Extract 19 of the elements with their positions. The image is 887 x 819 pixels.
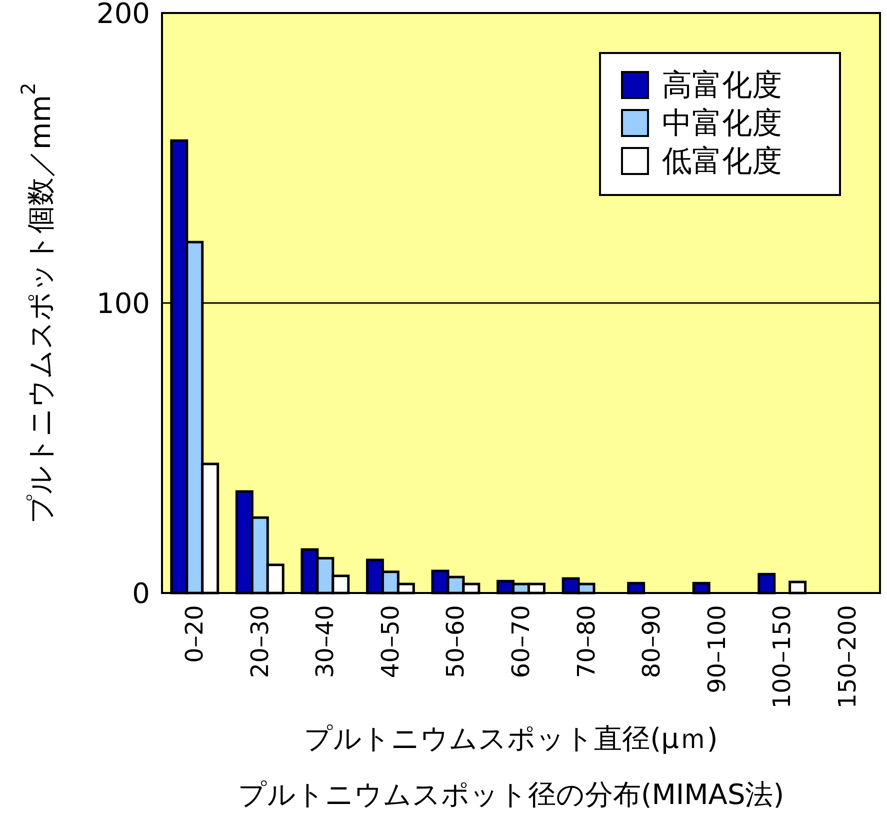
legend-label: 低富化度	[662, 144, 782, 178]
x-tick-label: 40–50	[376, 605, 404, 678]
y-tick-label: 100	[96, 286, 150, 320]
y-tick-label: 200	[96, 0, 150, 30]
x-axis-title: プルトニウムスポット直径(μｍ)	[304, 722, 718, 755]
x-tick-label: 30–40	[311, 605, 340, 678]
x-tick-label: 0–20	[180, 605, 209, 663]
x-tick-label: 20–30	[246, 605, 274, 678]
text: プルトニウムスポット径の分布(MIMAS法)	[238, 778, 784, 811]
x-tick-label: 90–100	[702, 605, 731, 694]
x-tick-label: 100–150	[768, 605, 796, 709]
y-tick-label: 0	[132, 576, 150, 610]
x-tick-label: 60–70	[507, 605, 535, 678]
x-tick-label: 70–80	[572, 605, 600, 678]
legend-label: 高富化度	[662, 68, 782, 102]
x-tick-label: 50–60	[442, 605, 470, 678]
x-tick-label: 150–200	[833, 605, 862, 709]
x-tick-label: 80–90	[638, 605, 666, 678]
legend-label: 中富化度	[662, 106, 782, 140]
